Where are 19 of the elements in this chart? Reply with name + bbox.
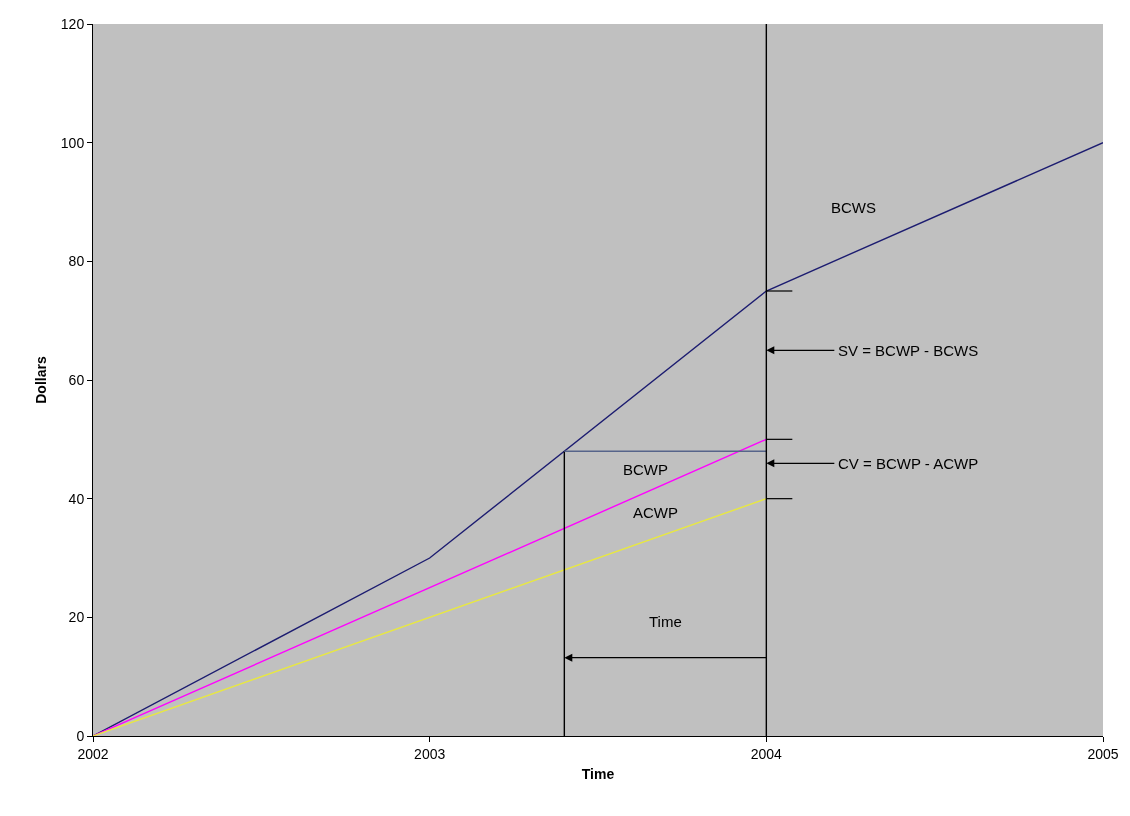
y-tick-label: 40 <box>68 490 85 507</box>
series-label: BCWS <box>831 199 876 216</box>
x-axis-title: Time <box>581 766 615 783</box>
y-tick-label: 60 <box>68 371 85 388</box>
series-label: ACWP <box>633 504 678 521</box>
y-tick-label: 0 <box>76 727 85 744</box>
x-tick-label: 2003 <box>414 745 446 762</box>
x-tick-label: 2005 <box>1087 745 1119 762</box>
annotation: Time <box>649 613 682 630</box>
y-tick-label: 80 <box>68 253 85 270</box>
x-tick-label: 2002 <box>77 745 109 762</box>
annotation: SV = BCWP - BCWS <box>838 342 979 359</box>
annotation: CV = BCWP - ACWP <box>838 455 979 472</box>
y-tick-label: 100 <box>60 134 85 151</box>
series-label: BCWP <box>623 461 668 478</box>
y-tick-label: 120 <box>60 15 85 32</box>
x-tick-label: 2004 <box>750 745 783 762</box>
y-axis-title: Dollars <box>33 356 50 404</box>
y-tick-label: 20 <box>68 609 85 626</box>
